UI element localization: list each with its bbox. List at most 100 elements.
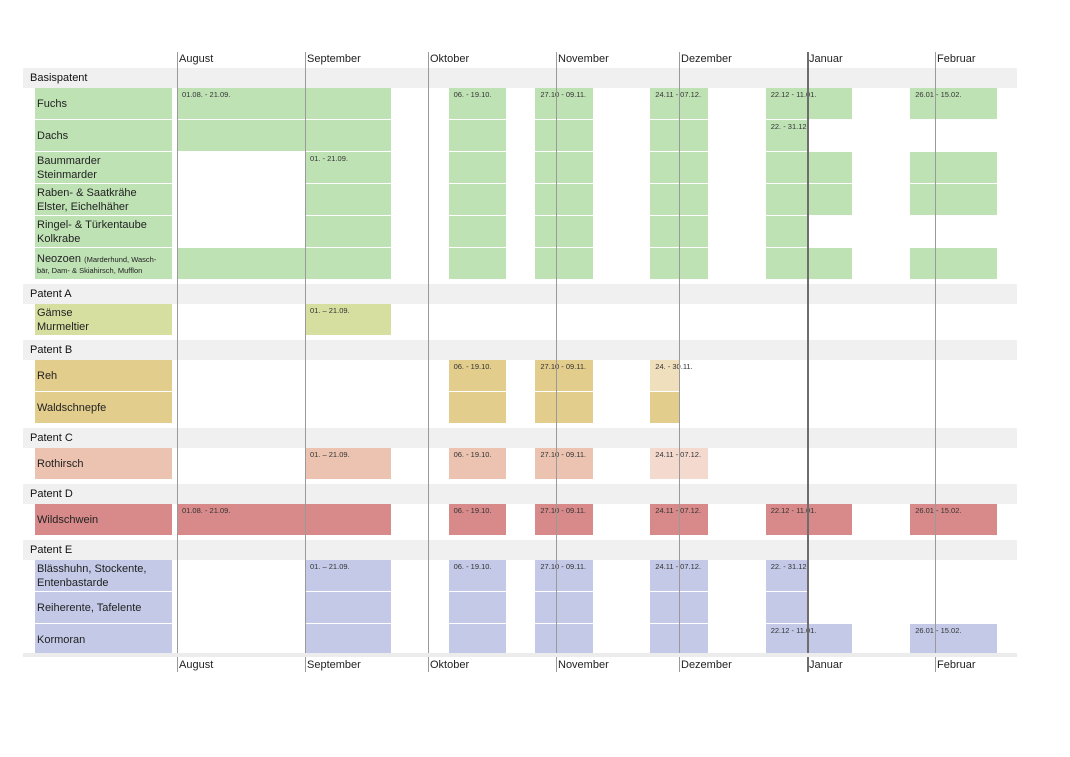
season-bar [177,88,392,119]
season-bar [448,448,507,479]
row-label-note: (Marderhund, Wasch- [84,254,157,264]
season-bar [765,248,853,279]
season-bar [535,592,593,623]
season-bar-label: 06. - 19.10. [453,562,492,571]
month-label-top: Januar [809,53,843,65]
season-bar [650,360,679,391]
season-bar-label: 01.08. - 21.09. [182,506,231,515]
month-label-top: Februar [937,53,976,65]
season-bar [448,360,507,391]
section-label: Patent C [30,432,73,444]
row-label-line: Kormoran [37,633,86,646]
month-gridline [807,52,809,672]
season-bar [765,216,807,247]
season-bar-label: 24.11 - 07.12. [655,562,702,571]
section-band [23,68,1017,88]
season-bar-label: 06. - 19.10. [453,506,492,515]
month-label-bottom: Februar [937,659,976,671]
season-bar-label: 24.11 - 07.12. [655,90,702,99]
season-bar [448,392,507,423]
season-bar [765,504,853,535]
row-label: Reh [35,360,172,391]
season-bar [448,88,507,119]
row-label-line: Baummarder [37,154,101,167]
season-bar [535,560,593,591]
row-label: Dachs [35,120,172,151]
row-label: Wildschwein [35,504,172,535]
season-bar [535,184,593,215]
month-label-top: Oktober [430,53,470,65]
season-bar-label: 24. - 30.11. [655,362,693,371]
season-bar [448,592,507,623]
month-label-top: November [558,53,609,65]
season-bar [305,448,392,479]
season-bar-label: 22.12 - 11.01. [770,90,817,99]
season-bar-label: 24.11 - 07.12. [655,450,702,459]
season-bar [448,248,507,279]
season-bar-label: 26.01 - 15.02. [915,626,962,635]
season-bar [765,120,807,151]
season-bar [535,120,593,151]
row-label-line: Elster, Eichelhäher [37,200,129,213]
row-label-line: Raben- & Saatkrähe [37,186,137,199]
row-label-note: bär, Dam- & Skiahirsch, Mufflon [37,265,143,275]
section-band [23,284,1017,304]
month-label-bottom: Januar [809,659,843,671]
row-label-line: Neozoen (Marderhund, Wasch- [37,252,157,265]
season-bar [765,624,853,655]
season-bar-label: 01. – 21.09. [310,562,350,571]
month-label-bottom: November [558,659,609,671]
season-bar [910,624,997,655]
season-bar [650,392,679,423]
section-label: Patent B [30,344,73,356]
row-label-line: Steinmarder [37,168,97,181]
season-bar [535,152,593,183]
season-bar-label: 24.11 - 07.12. [655,506,702,515]
season-bar-label: 26.01 - 15.02. [915,506,962,515]
season-bar-label: 01.08. - 21.09. [182,90,231,99]
month-label-bottom: Dezember [681,659,732,671]
row-label-line: Wildschwein [37,513,99,526]
season-bar [535,624,593,655]
row-label: Ringel- & Türkentaube Kolkrabe [35,216,172,247]
section-band [23,428,1017,448]
section-band [23,340,1017,360]
row-label-line: Ringel- & Türkentaube [37,218,147,231]
season-bar-label: 06. - 19.10. [453,90,492,99]
section-label: Basispatent [30,72,88,84]
season-bar [305,184,392,215]
month-label-top: September [307,53,361,65]
row-label: Blässhuhn, Stockente, Entenbastarde [35,560,172,591]
season-bar [910,184,997,215]
row-label: Waldschnepfe [35,392,172,423]
season-bar [910,504,997,535]
season-bar-label: 27.10 - 09.11. [540,450,587,459]
season-bar [448,624,507,655]
month-gridline [556,52,557,672]
season-bar [305,624,392,655]
season-bar [765,592,807,623]
season-bar-label: 01. – 21.09. [310,306,350,315]
section-label: Patent E [30,544,73,556]
season-bar [765,560,807,591]
row-label-line: Kolkrabe [37,232,81,245]
section-label: Patent A [30,288,72,300]
month-label-top: August [179,53,214,65]
row-label-line: Reiherente, Tafelente [37,601,142,614]
row-label: Baummarder Steinmarder [35,152,172,183]
row-label-line: Rothirsch [37,457,84,470]
season-bar [448,560,507,591]
season-bar-label: 27.10 - 09.11. [540,506,587,515]
bottom-rule [23,653,1017,657]
season-bar-label: 27.10 - 09.11. [540,562,587,571]
section-band [23,540,1017,560]
row-label: Neozoen (Marderhund, Wasch-bär, Dam- & S… [35,248,172,279]
season-bar [305,560,392,591]
season-bar [305,592,392,623]
month-gridline [679,52,680,672]
season-bar [535,88,593,119]
section-band [23,484,1017,504]
row-label-line: Waldschnepfe [37,401,107,414]
season-bar [305,304,392,335]
